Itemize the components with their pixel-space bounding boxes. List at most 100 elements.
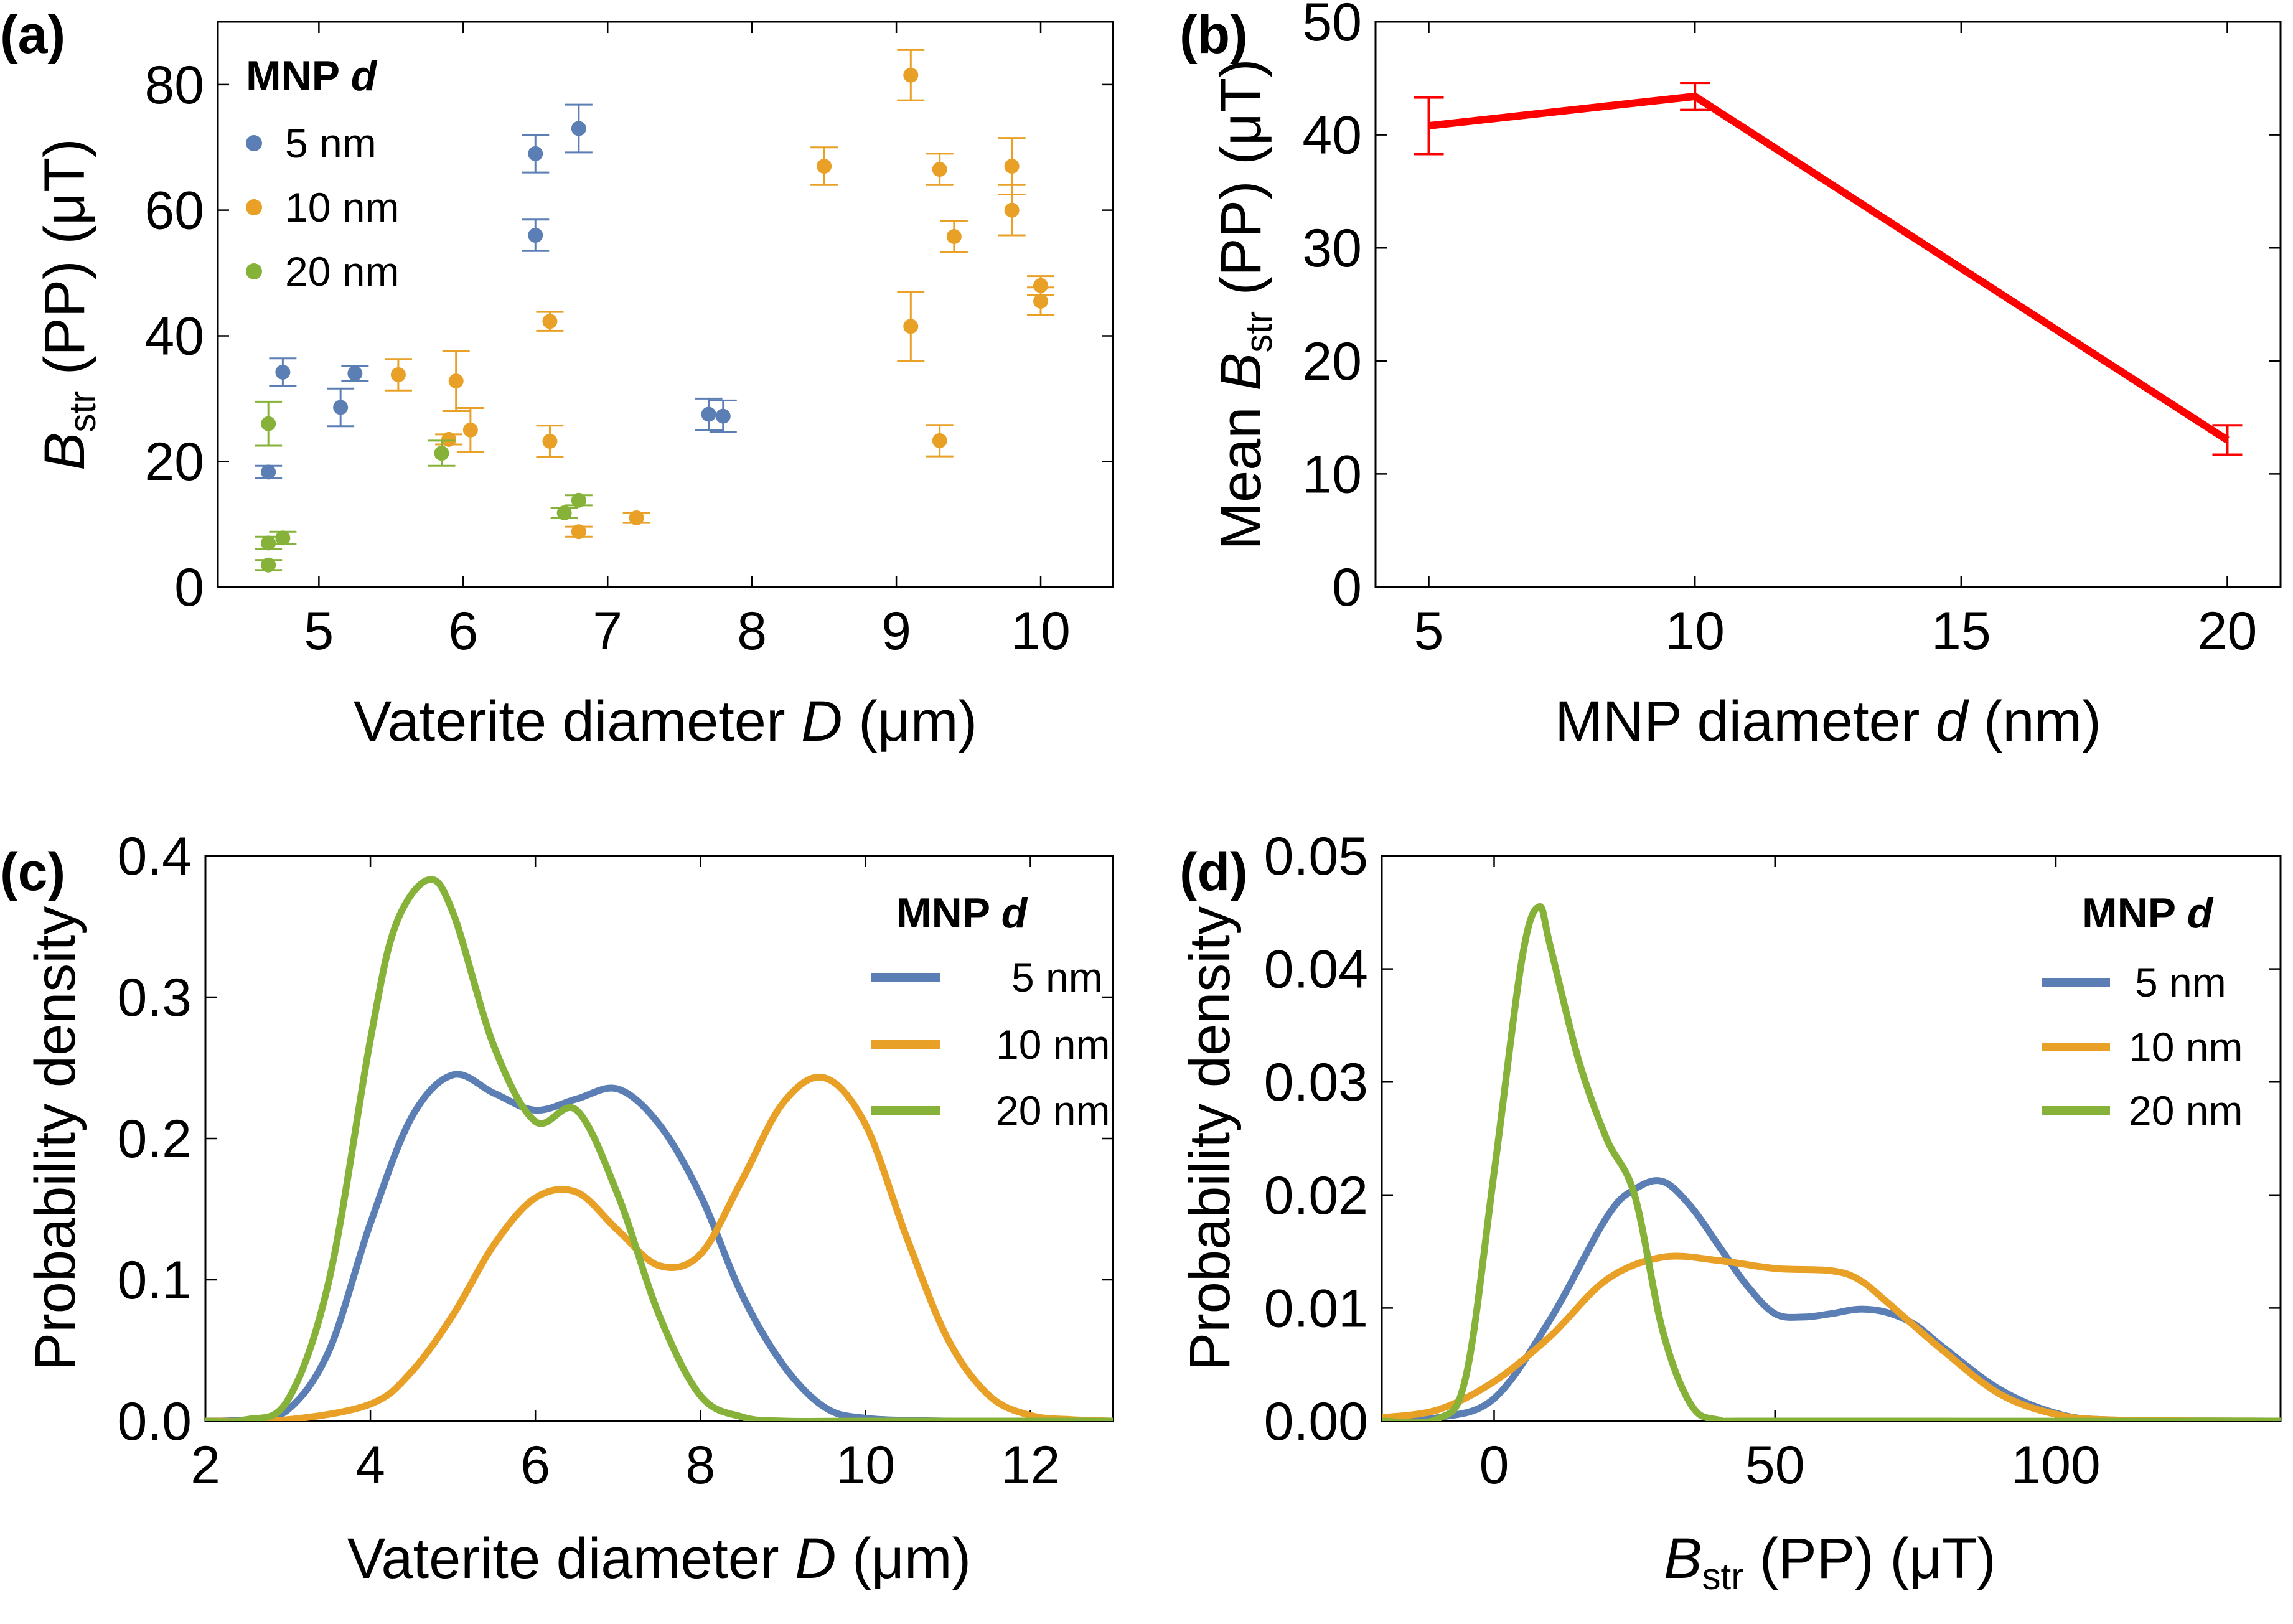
panel-c-label: (c) xyxy=(0,842,65,902)
data-point xyxy=(390,367,406,382)
data-point xyxy=(1033,278,1049,293)
panel-c-x-ticks: 2 4 6 8 10 12 xyxy=(190,856,1060,1495)
x-tick-label: 6 xyxy=(520,1435,550,1495)
y-tick-label: 0.00 xyxy=(1264,1392,1368,1452)
density-curve-10nm xyxy=(1382,1252,2281,1421)
panel-d-legend-label-10nm: 10 nm xyxy=(2129,1024,2243,1070)
data-point xyxy=(571,524,586,540)
panel-d-plot-area xyxy=(1381,855,2282,1422)
panel-b-x-axis-label: MNP diameter d (nm) xyxy=(1555,690,2101,753)
data-point xyxy=(261,416,276,431)
x-tick-label: 8 xyxy=(685,1435,715,1495)
panel-c-legend-label-10nm: 10 nm xyxy=(996,1021,1110,1068)
x-tick-label: 10 xyxy=(1665,601,1725,661)
data-point xyxy=(528,228,543,243)
series-line xyxy=(1428,92,2230,443)
data-point xyxy=(261,535,276,551)
density-curve-20nm xyxy=(1382,903,2281,1421)
x-tick-label: 50 xyxy=(1745,1435,1805,1495)
panel-a-legend-marker-5nm xyxy=(246,135,262,151)
density-curve-5nm xyxy=(205,1071,1113,1421)
data-point xyxy=(629,510,644,526)
data-point xyxy=(715,408,731,424)
data-point xyxy=(434,446,449,461)
data-point xyxy=(903,67,919,83)
panel-b-data-series xyxy=(1414,82,2243,456)
y-tick-label: 0.01 xyxy=(1264,1279,1368,1338)
y-tick-label: 40 xyxy=(1302,106,1362,166)
y-tick-label: 30 xyxy=(1302,218,1362,278)
y-tick-label: 0 xyxy=(174,558,204,617)
x-tick-label: 2 xyxy=(190,1435,220,1495)
x-tick-label: 4 xyxy=(355,1435,385,1495)
x-tick-label: 9 xyxy=(881,601,911,661)
data-point xyxy=(542,433,558,449)
data-point xyxy=(333,400,349,415)
panel-a-y-axis-label: Bstr (PP) (μT) xyxy=(33,138,103,471)
panel-c-x-axis-label: Vaterite diameter D (μm) xyxy=(347,1527,971,1590)
panel-d-data-series xyxy=(1382,903,2281,1421)
data-point xyxy=(275,364,291,380)
y-tick-label: 0.3 xyxy=(117,968,192,1028)
data-point xyxy=(932,162,947,177)
panel-d-label: (d) xyxy=(1179,842,1248,902)
y-tick-label: 0.1 xyxy=(117,1251,192,1310)
x-tick-label: 6 xyxy=(448,601,478,661)
data-point xyxy=(1004,159,1020,174)
y-tick-label: 0.0 xyxy=(117,1392,192,1452)
panel-d-legend-label-20nm: 20 nm xyxy=(2129,1087,2243,1134)
x-tick-label: 10 xyxy=(1011,601,1071,661)
x-tick-label: 5 xyxy=(304,601,334,661)
y-tick-label: 20 xyxy=(1302,332,1362,392)
y-tick-label: 60 xyxy=(144,181,204,241)
panel-a-scatter: (a) 5 6 7 8 9 10 0 20 40 60 80 Vaterite diameter … xyxy=(0,5,1114,753)
panel-a-legend: MNP d 5 nm 10 nm 20 nm xyxy=(246,52,399,294)
y-tick-label: 50 xyxy=(1302,0,1362,52)
x-tick-label: 15 xyxy=(1931,601,1991,661)
data-point xyxy=(528,146,543,161)
panel-a-legend-label-20nm: 20 nm xyxy=(285,248,399,294)
data-point xyxy=(448,373,464,389)
y-tick-label: 0.2 xyxy=(117,1109,192,1169)
data-point xyxy=(932,433,947,448)
data-point xyxy=(261,557,276,573)
data-point xyxy=(542,314,558,329)
x-tick-label: 10 xyxy=(836,1435,896,1495)
y-tick-label: 0 xyxy=(1332,558,1362,617)
panel-c-legend: MNP d 5 nm 10 nm 20 nm xyxy=(871,889,1110,1134)
panel-c-density: (c) 2 4 6 8 10 12 0.0 0.1 0.2 0.3 0.4 Vaterite di… xyxy=(0,827,1114,1590)
panel-d-legend-title: MNP d xyxy=(2082,889,2214,937)
panel-b-y-ticks: 0 10 20 30 40 50 xyxy=(1302,0,2281,617)
panel-b-plot-area xyxy=(1374,21,2282,588)
data-point xyxy=(261,464,276,480)
y-tick-label: 0.05 xyxy=(1264,827,1368,886)
y-tick-label: 0.04 xyxy=(1264,940,1368,1000)
y-tick-label: 0.4 xyxy=(117,827,192,886)
panel-a-legend-label-10nm: 10 nm xyxy=(285,184,399,230)
panel-c-plot-area xyxy=(204,855,1114,1422)
data-point xyxy=(1004,202,1020,218)
data-point xyxy=(571,492,586,508)
density-curve-10nm xyxy=(205,1073,1113,1421)
panel-a-legend-title: MNP d xyxy=(246,52,378,100)
panel-c-legend-title: MNP d xyxy=(896,889,1028,937)
panel-a-legend-marker-10nm xyxy=(246,199,262,215)
data-point xyxy=(571,121,586,136)
x-tick-label: 7 xyxy=(593,601,622,661)
y-tick-label: 0.02 xyxy=(1264,1166,1368,1226)
panel-c-legend-label-20nm: 20 nm xyxy=(996,1087,1110,1134)
data-point xyxy=(1033,293,1049,309)
data-point xyxy=(556,505,572,520)
panel-d-legend-label-5nm: 5 nm xyxy=(2135,959,2226,1005)
panel-b-line: (b) 5 10 15 20 0 10 20 30 40 50 MNP diameter d (… xyxy=(1179,0,2282,753)
data-point xyxy=(946,229,962,245)
density-curve-5nm xyxy=(1382,1177,2281,1421)
panel-c-legend-label-5nm: 5 nm xyxy=(1011,954,1103,1000)
y-tick-label: 10 xyxy=(1302,444,1362,504)
y-tick-label: 80 xyxy=(144,55,204,115)
panel-a-x-axis-label: Vaterite diameter D (μm) xyxy=(354,690,977,753)
panel-c-data-series xyxy=(205,876,1113,1421)
panel-a-legend-label-5nm: 5 nm xyxy=(285,120,377,166)
data-point xyxy=(347,365,363,381)
